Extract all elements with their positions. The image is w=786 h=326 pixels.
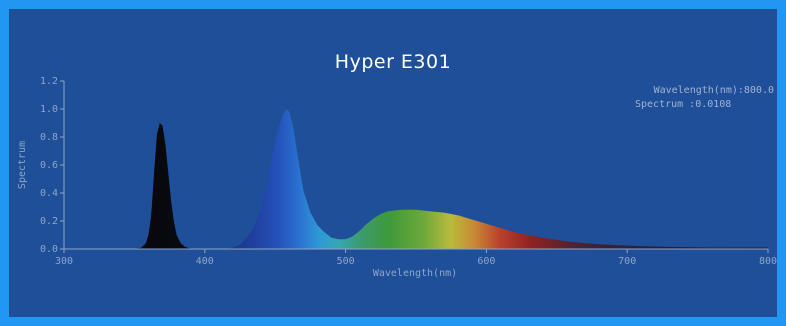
x-tick-label: 300 [55, 256, 73, 267]
spectrum-area [134, 109, 768, 249]
x-tick-label: 700 [618, 256, 636, 267]
y-tick-label: 1.0 [40, 104, 58, 115]
y-tick-label: 0.6 [40, 160, 58, 171]
x-tick-label: 400 [196, 256, 214, 267]
y-tick-label: 0.8 [40, 132, 58, 143]
x-axis-ticks: 300 400 500 600 700 800 [55, 249, 777, 267]
chart-title: Hyper E301 [335, 51, 451, 73]
wavelength-readout: Wavelength(nm):800.0 [654, 85, 774, 96]
spectrum-chart: Hyper E301 0.0 0.2 0.4 0.6 0.8 1.0 1.2 300 400 5… [17, 51, 777, 279]
y-axis-ticks: 0.0 0.2 0.4 0.6 0.8 1.0 1.2 [40, 76, 64, 255]
x-tick-label: 600 [477, 256, 495, 267]
y-tick-label: 0.0 [40, 244, 58, 255]
spectrum-readout: Spectrum :0.0108 [635, 99, 731, 110]
y-tick-label: 1.2 [40, 76, 58, 87]
x-tick-label: 800 [759, 256, 777, 267]
chart-panel: Hyper E301 0.0 0.2 0.4 0.6 0.8 1.0 1.2 300 400 5… [9, 9, 777, 317]
y-tick-label: 0.2 [40, 216, 58, 227]
x-axis-label: Wavelength(nm) [373, 268, 457, 279]
y-tick-label: 0.4 [40, 188, 58, 199]
x-tick-label: 500 [337, 256, 355, 267]
y-axis-label: Spectrum [17, 141, 28, 189]
